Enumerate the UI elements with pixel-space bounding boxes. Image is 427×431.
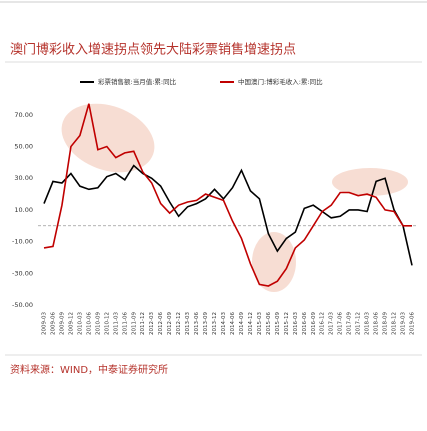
y-tick-label: 30.00	[14, 174, 33, 182]
x-tick-label: 2012-09	[167, 312, 173, 335]
x-tick-label: 2010-03	[77, 312, 83, 335]
x-tick-label: 2011-03	[113, 312, 119, 335]
x-tick-label: 2013-03	[185, 312, 191, 335]
highlight	[252, 232, 296, 292]
x-tick-label: 2009-06	[50, 312, 56, 335]
x-tick-label: 2009-09	[59, 312, 65, 335]
x-tick-label: 2014-06	[230, 312, 236, 335]
x-tick-label: 2014-09	[239, 312, 245, 335]
legend-label: 彩票销售额:当月值:累:同比	[98, 77, 177, 86]
x-tick-label: 2016-09	[311, 312, 317, 335]
x-tick-label: 2012-06	[158, 312, 164, 335]
x-tick-label: 2016-06	[302, 312, 308, 335]
source: 资料来源：WIND，中泰证券研究所	[10, 363, 168, 376]
x-tick-label: 2016-12	[320, 312, 326, 335]
y-tick-label: 10.00	[14, 206, 33, 214]
x-tick-label: 2016-03	[293, 312, 299, 335]
chart-title: 澳门博彩收入增速拐点领先大陆彩票销售增速拐点	[10, 42, 296, 58]
x-tick-label: 2014-03	[221, 312, 227, 335]
x-tick-label: 2013-12	[212, 312, 218, 335]
x-tick-label: 2018-12	[392, 312, 398, 335]
x-tick-label: 2015-12	[284, 312, 290, 335]
x-tick-label: 2015-03	[257, 312, 263, 335]
x-tick-label: 2015-09	[275, 312, 281, 335]
x-tick-label: 2009-03	[42, 312, 48, 335]
series-line	[43, 164, 413, 266]
x-tick-label: 2010-12	[104, 312, 110, 335]
x-tick-label: 2018-09	[383, 312, 389, 335]
x-tick-label: 2013-06	[194, 312, 200, 335]
x-tick-label: 2009-12	[68, 312, 74, 335]
x-tick-label: 2018-03	[365, 312, 371, 335]
x-tick-label: 2017-06	[338, 312, 344, 335]
x-tick-label: 2011-12	[140, 312, 146, 335]
highlight	[61, 103, 155, 173]
y-tick-label: 50.00	[14, 143, 33, 151]
x-tick-label: 2018-06	[374, 312, 380, 335]
legend-label: 中国澳门:博彩毛收入:累:同比	[238, 77, 323, 86]
x-tick-label: 2013-09	[203, 312, 209, 335]
x-tick-label: 2019-03	[401, 312, 407, 335]
y-tick-label: -50.00	[12, 301, 33, 309]
y-tick-label: -30.00	[12, 269, 33, 277]
y-tick-label: 70.00	[14, 111, 33, 119]
x-tick-label: 2015-06	[266, 312, 272, 335]
x-tick-label: 2017-03	[329, 312, 335, 335]
x-tick-label: 2012-12	[176, 312, 182, 335]
x-tick-label: 2011-09	[131, 312, 137, 335]
x-tick-label: 2012-03	[149, 312, 155, 335]
x-tick-label: 2019-06	[410, 312, 416, 335]
x-tick-label: 2017-09	[347, 312, 353, 335]
y-tick-label: -10.00	[12, 238, 33, 246]
x-tick-label: 2014-12	[248, 312, 254, 335]
x-tick-label: 2010-09	[95, 312, 101, 335]
highlight	[332, 168, 408, 196]
series-line	[43, 103, 412, 287]
x-tick-label: 2010-06	[86, 312, 92, 335]
x-tick-label: 2011-06	[122, 312, 128, 335]
x-tick-label: 2017-12	[356, 312, 362, 335]
